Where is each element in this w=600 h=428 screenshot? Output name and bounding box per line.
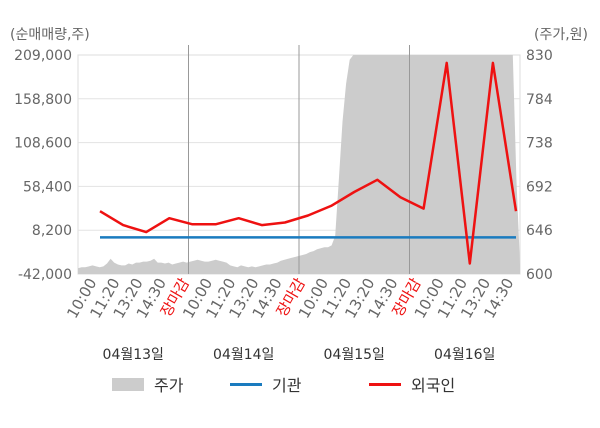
legend-item-foreign: 외국인 xyxy=(369,372,455,396)
right-tick-label: 600 xyxy=(526,267,553,283)
left-tick-label: 108,600 xyxy=(14,136,72,152)
left-tick-label: -42,000 xyxy=(18,267,72,283)
date-label: 04월15일 xyxy=(324,347,385,363)
day-dividers xyxy=(188,45,410,274)
right-tick-label: 738 xyxy=(526,136,553,152)
legend-item-institution: 기관 xyxy=(230,372,301,396)
date-label: 04월16일 xyxy=(434,347,495,363)
legend-label-price: 주가 xyxy=(154,376,184,395)
legend-swatch-foreign xyxy=(369,382,401,386)
foreign-line xyxy=(99,61,518,265)
left-tick-labels: 209,000 158,800 108,600 58,400 8,200 -42,000 xyxy=(14,48,72,283)
right-tick-label: 784 xyxy=(526,92,553,108)
left-tick-label: 8,200 xyxy=(32,223,72,239)
date-label: 04월14일 xyxy=(213,347,274,363)
legend-label-foreign: 외국인 xyxy=(411,376,456,395)
right-axis-unit: (주가,원) xyxy=(533,27,588,43)
legend-label-institution: 기관 xyxy=(272,376,302,395)
right-tick-labels: 830 784 738 692 646 600 xyxy=(526,48,553,283)
legend-swatch-institution xyxy=(230,382,262,386)
legend-swatch-price xyxy=(112,377,144,391)
right-tick-label: 646 xyxy=(526,223,553,239)
date-label: 04월13일 xyxy=(103,347,164,363)
right-tick-label: 692 xyxy=(526,179,553,195)
left-axis-unit: (순매매량,주) xyxy=(10,27,90,43)
date-labels: 04월13일 04월14일 04월15일 04월16일 xyxy=(103,347,496,363)
x-tick-labels: 10:0011:2013:2014:30장마감10:0011:2013:2014… xyxy=(63,275,517,322)
right-tick-label: 830 xyxy=(526,48,553,64)
left-tick-label: 209,000 xyxy=(14,48,72,64)
legend: 주가 기관 외국인 xyxy=(112,372,512,402)
left-tick-label: 58,400 xyxy=(23,179,72,195)
legend-item-price: 주가 xyxy=(112,372,183,396)
foreign-layer xyxy=(99,61,518,265)
left-tick-label: 158,800 xyxy=(14,92,72,108)
